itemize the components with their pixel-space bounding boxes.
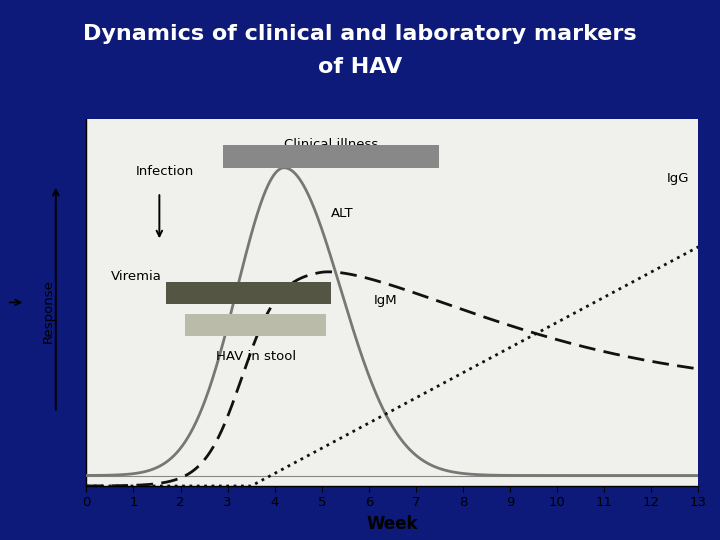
X-axis label: Week: Week: [366, 515, 418, 533]
Text: Infection: Infection: [136, 165, 194, 178]
Text: Clinical illness: Clinical illness: [284, 138, 378, 151]
Bar: [166, 282, 331, 304]
Bar: [185, 314, 326, 336]
Text: IgG: IgG: [667, 172, 689, 185]
Text: Dynamics of clinical and laboratory markers: Dynamics of clinical and laboratory mark…: [84, 24, 636, 44]
Text: ALT: ALT: [331, 207, 354, 220]
Bar: [223, 145, 439, 168]
Text: of HAV: of HAV: [318, 57, 402, 77]
Text: IgM: IgM: [374, 294, 397, 307]
Text: Viremia: Viremia: [111, 269, 162, 282]
Text: Response: Response: [42, 279, 55, 343]
Text: HAV in stool: HAV in stool: [216, 349, 296, 363]
